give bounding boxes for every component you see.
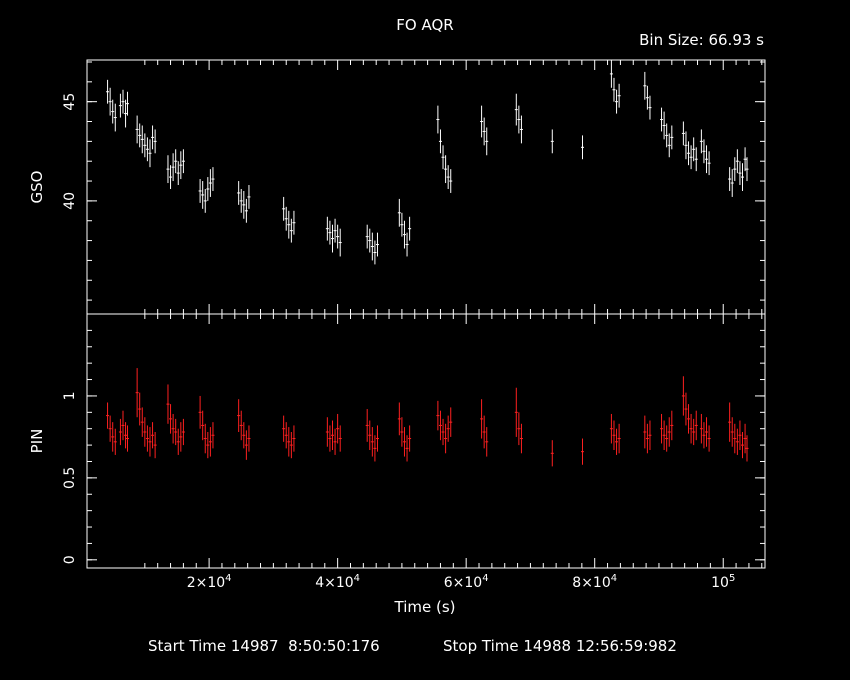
pin-axis-label: PIN <box>28 429 46 454</box>
y-tick-label: 0.5 <box>62 467 78 489</box>
x-axis-label: Time (s) <box>394 598 456 616</box>
gso-panel-frame <box>86 59 766 315</box>
start-time-label: Start Time 14987 8:50:50:176 <box>148 637 380 655</box>
pin-series <box>106 368 749 467</box>
y-tick-label: 1 <box>62 391 78 400</box>
y-tick-label: 45 <box>62 93 78 111</box>
chart-title: FO AQR <box>396 16 453 34</box>
x-tick-label: 4×104 <box>315 573 360 591</box>
gso-series <box>106 60 749 265</box>
x-tick-label: 8×104 <box>572 573 617 591</box>
y-tick-label: 0 <box>62 555 78 564</box>
gso-axis-label: GSO <box>28 171 46 204</box>
x-tick-label: 2×104 <box>187 573 232 591</box>
x-tick-label: 6×104 <box>444 573 489 591</box>
stop-time-label: Stop Time 14988 12:56:59:982 <box>443 637 677 655</box>
x-tick-label: 105 <box>711 573 735 591</box>
bin-size-label: Bin Size: 66.93 s <box>639 31 764 49</box>
pin-panel-frame <box>86 313 766 569</box>
tick-labels: 40 45 0 0.5 1 2×104 4×104 6×104 8×104 105 <box>62 93 735 591</box>
axis-ticks <box>87 60 765 568</box>
y-tick-label: 40 <box>62 192 78 210</box>
